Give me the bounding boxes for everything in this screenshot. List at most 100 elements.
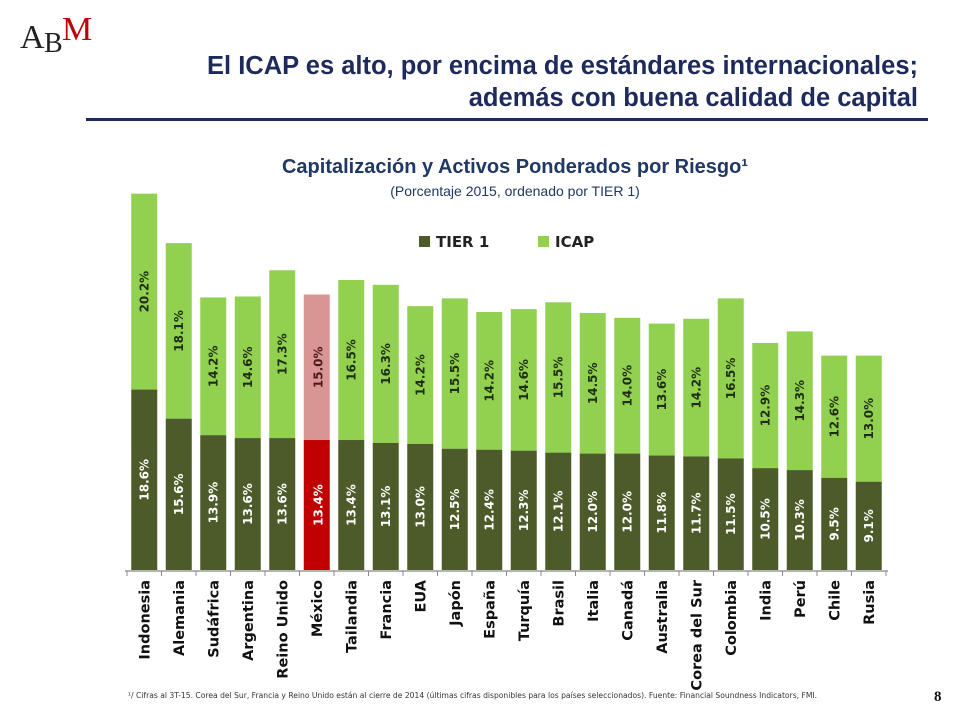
tier1-bar [752, 468, 779, 570]
icap-value-label: 18.1% [172, 310, 186, 352]
tier1-bar [614, 453, 641, 570]
icap-value-label: 20.2% [137, 271, 151, 313]
legend-swatch-tier1 [419, 236, 430, 247]
page-title: El ICAP es alto, por encima de estándare… [78, 50, 918, 114]
icap-value-label: 14.0% [620, 365, 634, 407]
icap-value-label: 15.5% [448, 353, 462, 395]
category-label: Tailandia [344, 580, 360, 653]
category-label: Argentina [241, 580, 257, 661]
category-label: Canadá [620, 580, 636, 641]
icap-bar [476, 311, 503, 450]
icap-value-label: 15.5% [551, 357, 565, 399]
icap-bar [441, 298, 468, 449]
tier1-bar [234, 438, 261, 570]
icap-bar [372, 284, 399, 443]
title-line-1: El ICAP es alto, por encima de estándare… [207, 52, 918, 80]
svg-text:B: B [44, 28, 63, 59]
icap-value-label: 14.5% [586, 362, 600, 404]
abm-logo: A B M [18, 8, 98, 60]
tier1-value-label: 11.7% [689, 492, 703, 534]
category-label: Sudáfrica [206, 580, 222, 658]
category-label: Australia [655, 580, 671, 654]
legend-label-tier1: TIER 1 [436, 233, 489, 251]
category-label: Italia [586, 580, 602, 622]
tier1-value-label: 13.6% [275, 483, 289, 525]
category-label: Perú [793, 580, 809, 618]
icap-bar [648, 323, 675, 456]
chart-title: Capitalización y Activos Ponderados por … [281, 156, 748, 178]
legend-label-icap: ICAP [555, 233, 594, 251]
tier1-bar [303, 440, 330, 570]
icap-bar [234, 296, 261, 439]
tier1-value-label: 15.6% [172, 474, 186, 516]
tier1-bar [855, 481, 882, 570]
icap-value-label: 16.5% [344, 339, 358, 381]
category-label: Rusia [862, 580, 878, 625]
tier1-value-label: 13.9% [206, 482, 220, 524]
icap-value-label: 13.0% [862, 398, 876, 440]
icap-value-label: 16.5% [724, 358, 738, 400]
icap-value-label: 14.2% [206, 345, 220, 387]
tier1-value-label: 13.4% [312, 484, 326, 526]
tier1-value-label: 12.3% [517, 490, 531, 532]
category-label: Corea del Sur [689, 579, 705, 690]
category-label: Japón [448, 580, 464, 627]
category-label: Brasil [551, 580, 567, 627]
icap-bar [717, 298, 744, 459]
icap-value-label: 14.2% [482, 360, 496, 402]
icap-value-label: 16.3% [379, 343, 393, 385]
tier1-value-label: 9.5% [827, 507, 841, 540]
icap-value-label: 14.6% [517, 359, 531, 401]
footnote: ¹/ Cifras al 3T-15. Corea del Sur, Franc… [128, 691, 818, 700]
icap-bar [614, 317, 641, 454]
tier1-value-label: 18.6% [137, 459, 151, 501]
icap-bar [545, 302, 572, 453]
tier1-bar [648, 455, 675, 570]
icap-value-label: 14.2% [413, 354, 427, 396]
category-label: Indonesia [137, 580, 153, 660]
icap-bar [786, 331, 813, 471]
icap-bar [269, 270, 296, 439]
category-label: EUA [413, 579, 429, 612]
icap-bar [303, 294, 330, 441]
category-label: Alemania [172, 580, 188, 656]
icap-bar [338, 279, 365, 441]
tier1-value-label: 13.1% [379, 486, 393, 528]
icap-value-label: 14.2% [689, 367, 703, 409]
icap-value-label: 12.9% [758, 385, 772, 427]
icap-bar [407, 306, 434, 444]
category-label: India [758, 580, 774, 621]
svg-text:M: M [62, 11, 92, 48]
tier1-value-label: 12.5% [448, 489, 462, 531]
tier1-bar [165, 418, 192, 570]
icap-value-label: 12.6% [827, 396, 841, 438]
tier1-bar [545, 452, 572, 570]
tier1-bar [510, 450, 537, 570]
category-label: Francia [379, 580, 395, 640]
icap-bar [131, 193, 158, 390]
svg-text:A: A [20, 19, 45, 56]
tier1-value-label: 12.0% [620, 491, 634, 533]
icap-bar [165, 243, 192, 419]
tier1-bar [821, 477, 848, 570]
tier1-bar [476, 449, 503, 570]
icap-value-label: 13.6% [655, 369, 669, 411]
tier1-value-label: 12.0% [586, 491, 600, 533]
tier1-bar [372, 442, 399, 570]
tier1-value-label: 13.6% [241, 483, 255, 525]
icap-value-label: 15.0% [312, 346, 326, 388]
icap-value-label: 14.3% [793, 380, 807, 422]
tier1-bar [786, 470, 813, 570]
tier1-value-label: 12.1% [551, 490, 565, 532]
tier1-value-label: 10.3% [793, 499, 807, 541]
category-label: México [310, 580, 326, 637]
chart-subtitle: (Porcentaje 2015, ordenado por TIER 1) [390, 183, 640, 199]
category-label: Turquía [517, 580, 533, 641]
icap-bar [579, 312, 606, 454]
tier1-bar [441, 448, 468, 570]
tier1-bar [131, 389, 158, 570]
legend-swatch-icap [538, 236, 549, 247]
tier1-bar [338, 440, 365, 570]
icap-bar [821, 355, 848, 478]
